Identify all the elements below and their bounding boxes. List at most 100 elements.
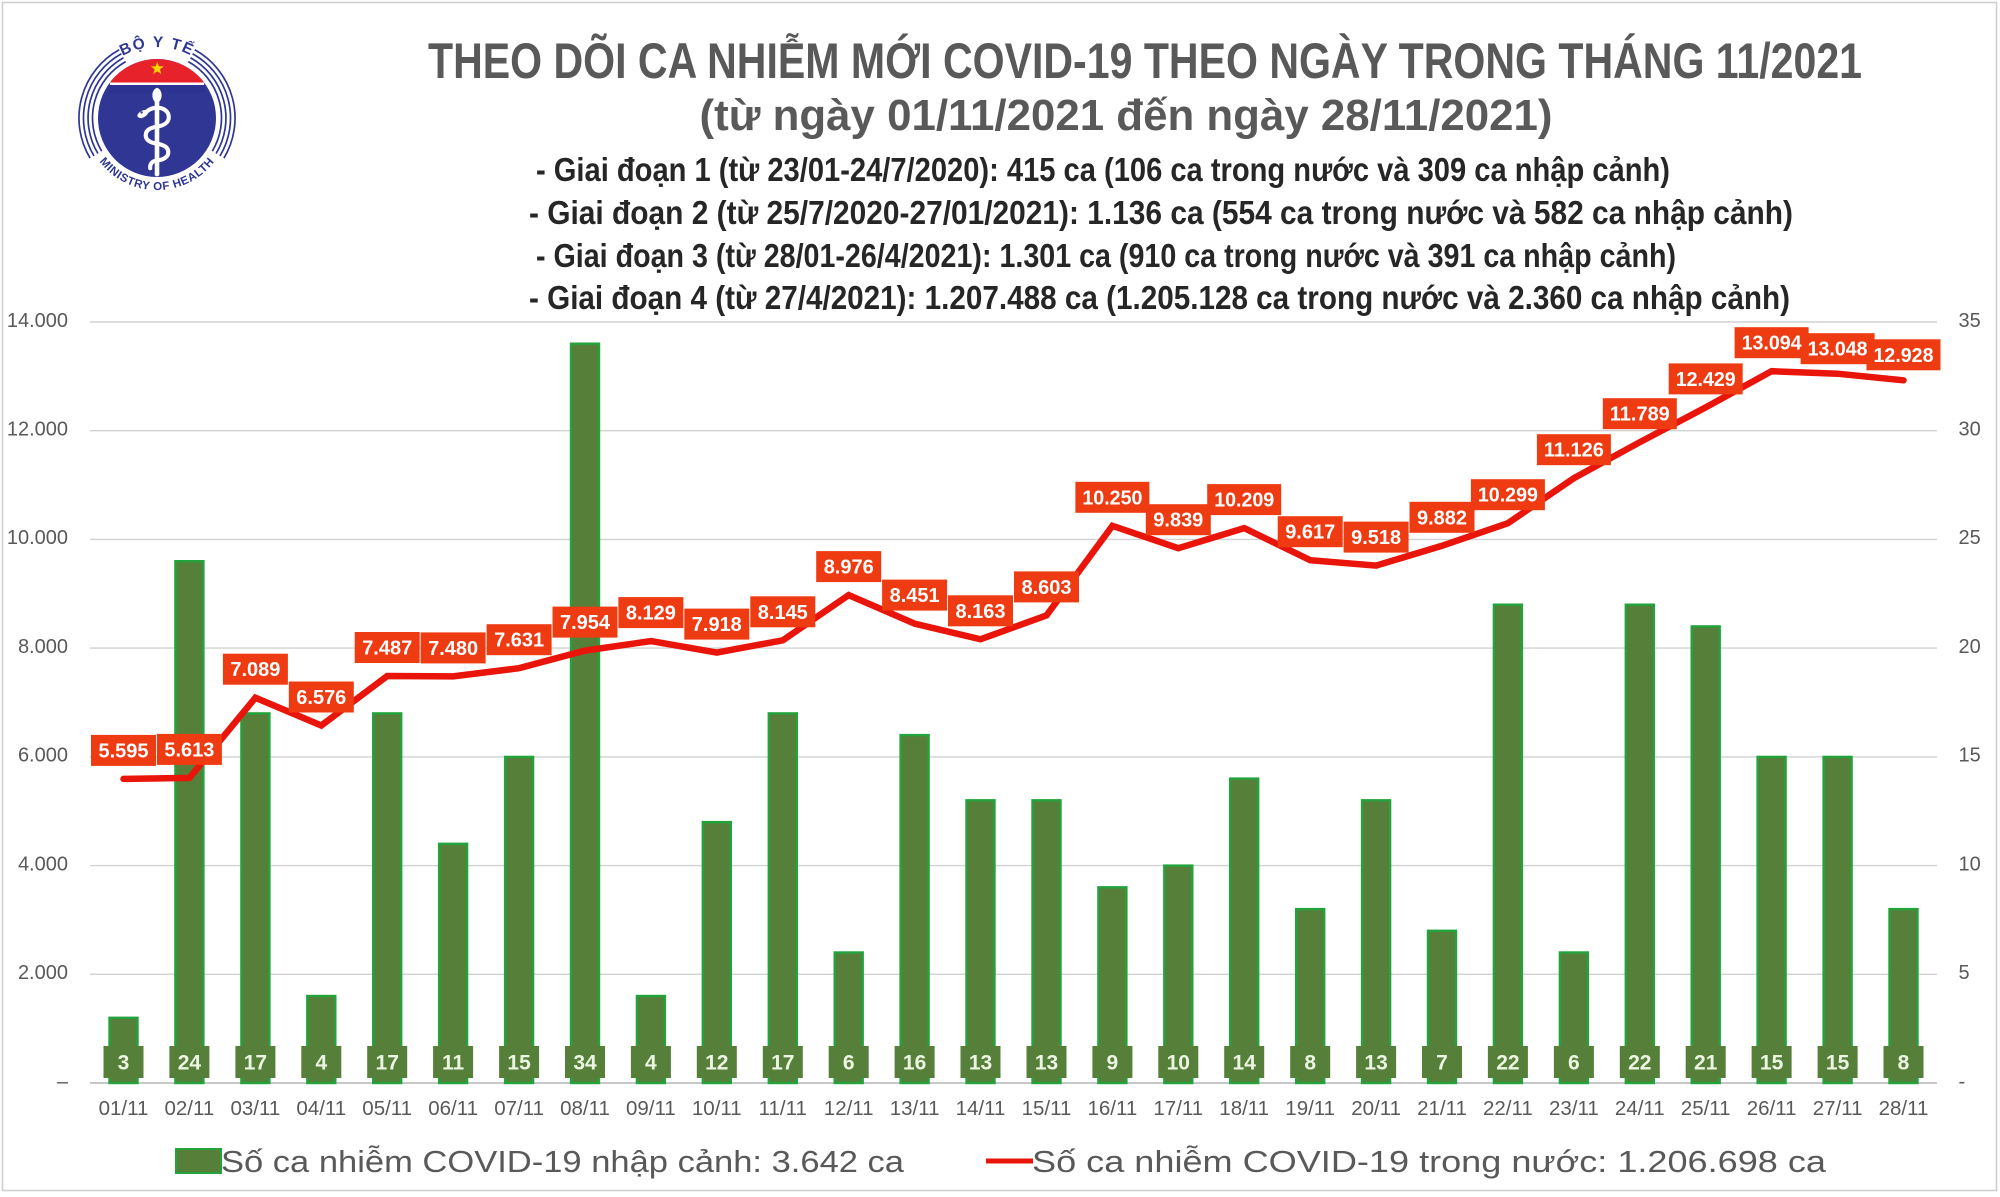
svg-text:7: 7 [1436, 1052, 1448, 1075]
svg-text:10: 10 [1959, 853, 1981, 875]
svg-text:12/11: 12/11 [824, 1097, 874, 1120]
svg-text:11/11: 11/11 [759, 1097, 807, 1120]
svg-text:4: 4 [315, 1052, 327, 1075]
svg-text:16: 16 [903, 1052, 926, 1075]
svg-text:7.631: 7.631 [494, 630, 544, 652]
svg-text:06/11: 06/11 [428, 1097, 478, 1120]
svg-text:9.518: 9.518 [1351, 527, 1401, 549]
svg-text:8.976: 8.976 [824, 557, 874, 579]
svg-text:4.000: 4.000 [18, 853, 68, 875]
svg-text:13.094: 13.094 [1742, 333, 1803, 355]
svg-text:21/11: 21/11 [1417, 1097, 1467, 1120]
svg-text:27/11: 27/11 [1813, 1097, 1863, 1120]
svg-text:30: 30 [1959, 419, 1981, 441]
svg-text:4: 4 [645, 1052, 657, 1075]
svg-text:3: 3 [118, 1052, 130, 1075]
svg-text:9.617: 9.617 [1285, 522, 1335, 544]
svg-text:–: – [57, 1071, 69, 1093]
svg-text:6.000: 6.000 [18, 745, 68, 767]
svg-text:10: 10 [1167, 1052, 1190, 1075]
svg-text:Số ca nhiễm COVID-19 nhập cảnh: Số ca nhiễm COVID-19 nhập cảnh: 3.642 ca [221, 1144, 905, 1179]
svg-text:25: 25 [1959, 527, 1981, 549]
svg-text:09/11: 09/11 [626, 1097, 676, 1120]
svg-text:17/11: 17/11 [1153, 1097, 1203, 1120]
svg-text:8.163: 8.163 [956, 601, 1006, 623]
svg-text:7.954: 7.954 [560, 612, 611, 634]
svg-text:2.000: 2.000 [18, 962, 68, 984]
svg-text:24/11: 24/11 [1615, 1097, 1665, 1120]
svg-text:Số ca nhiễm COVID-19 trong nướ: Số ca nhiễm COVID-19 trong nước: 1.206.6… [1032, 1144, 1827, 1179]
svg-text:17: 17 [376, 1052, 399, 1075]
svg-text:23/11: 23/11 [1549, 1097, 1599, 1120]
svg-text:14: 14 [1233, 1052, 1257, 1075]
svg-text:15/11: 15/11 [1022, 1097, 1072, 1120]
svg-text:10/11: 10/11 [692, 1097, 742, 1120]
svg-text:8: 8 [1304, 1052, 1316, 1075]
svg-text:12: 12 [705, 1052, 728, 1075]
svg-text:6: 6 [843, 1052, 855, 1075]
svg-text:26/11: 26/11 [1747, 1097, 1797, 1120]
svg-text:11: 11 [442, 1052, 465, 1075]
svg-text:22: 22 [1628, 1052, 1651, 1075]
svg-text:22: 22 [1496, 1052, 1519, 1075]
svg-text:10.299: 10.299 [1478, 485, 1538, 507]
svg-text:13: 13 [1035, 1052, 1058, 1075]
svg-text:10.209: 10.209 [1214, 490, 1274, 512]
svg-text:16/11: 16/11 [1088, 1097, 1138, 1120]
svg-text:12.928: 12.928 [1874, 345, 1934, 367]
svg-text:20: 20 [1959, 636, 1981, 658]
svg-text:21: 21 [1694, 1052, 1718, 1075]
svg-text:19/11: 19/11 [1285, 1097, 1335, 1120]
svg-text:25/11: 25/11 [1681, 1097, 1731, 1120]
svg-text:15: 15 [507, 1052, 531, 1075]
svg-text:34: 34 [573, 1052, 597, 1075]
svg-text:13.048: 13.048 [1808, 339, 1868, 361]
svg-text:17: 17 [771, 1052, 794, 1075]
svg-text:28/11: 28/11 [1879, 1097, 1929, 1120]
svg-text:5: 5 [1959, 962, 1970, 984]
svg-text:04/11: 04/11 [296, 1097, 346, 1120]
svg-text:- Giai đoạn 2 (từ 25/7/2020-27: - Giai đoạn 2 (từ 25/7/2020-27/01/2021):… [529, 194, 1793, 231]
svg-text:8.129: 8.129 [626, 603, 676, 625]
svg-text:8.000: 8.000 [18, 636, 68, 658]
svg-text:8: 8 [1898, 1052, 1910, 1075]
svg-text:15: 15 [1760, 1052, 1784, 1075]
svg-text:07/11: 07/11 [494, 1097, 544, 1120]
svg-text:6: 6 [1568, 1052, 1580, 1075]
svg-text:7.487: 7.487 [362, 638, 412, 660]
svg-text:7.918: 7.918 [692, 614, 742, 636]
svg-text:11.126: 11.126 [1544, 440, 1604, 462]
svg-text:13: 13 [1364, 1052, 1387, 1075]
svg-text:10.250: 10.250 [1082, 487, 1142, 509]
svg-text:14/11: 14/11 [956, 1097, 1006, 1120]
svg-text:22/11: 22/11 [1483, 1097, 1533, 1120]
svg-text:01/11: 01/11 [99, 1097, 149, 1120]
svg-text:(từ ngày 01/11/2021 đến ngày 2: (từ ngày 01/11/2021 đến ngày 28/11/2021) [700, 91, 1553, 140]
svg-text:9: 9 [1107, 1052, 1119, 1075]
svg-text:18/11: 18/11 [1219, 1097, 1269, 1120]
svg-text:7.089: 7.089 [230, 659, 280, 681]
svg-text:03/11: 03/11 [231, 1097, 281, 1120]
svg-text:9.882: 9.882 [1417, 507, 1467, 529]
svg-text:- Giai đoạn 3 (từ 28/01-26/4/2: - Giai đoạn 3 (từ 28/01-26/4/2021): 1.30… [536, 237, 1676, 274]
svg-text:- Giai đoạn 1 (từ 23/01-24/7/2: - Giai đoạn 1 (từ 23/01-24/7/2020): 415 … [536, 151, 1670, 188]
svg-text:8.451: 8.451 [890, 585, 940, 607]
svg-text:13: 13 [969, 1052, 992, 1075]
svg-text:15: 15 [1826, 1052, 1850, 1075]
svg-text:5.613: 5.613 [164, 739, 214, 761]
svg-text:8.603: 8.603 [1022, 577, 1072, 599]
svg-text:02/11: 02/11 [165, 1097, 215, 1120]
svg-text:10.000: 10.000 [7, 527, 68, 549]
svg-text:35: 35 [1959, 310, 1981, 332]
svg-text:14.000: 14.000 [7, 310, 68, 332]
svg-text:15: 15 [1959, 745, 1981, 767]
svg-text:20/11: 20/11 [1351, 1097, 1401, 1120]
svg-text:9.839: 9.839 [1153, 510, 1203, 532]
svg-text:6.576: 6.576 [296, 687, 346, 709]
svg-text:05/11: 05/11 [362, 1097, 412, 1120]
svg-text:THEO DÕI CA NHIỄM MỚI COVID-19: THEO DÕI CA NHIỄM MỚI COVID-19 THEO NGÀY… [428, 32, 1862, 89]
svg-text:12.000: 12.000 [7, 419, 68, 441]
svg-text:17: 17 [244, 1052, 267, 1075]
svg-text:12.429: 12.429 [1676, 369, 1736, 391]
svg-text:8.145: 8.145 [758, 602, 808, 624]
